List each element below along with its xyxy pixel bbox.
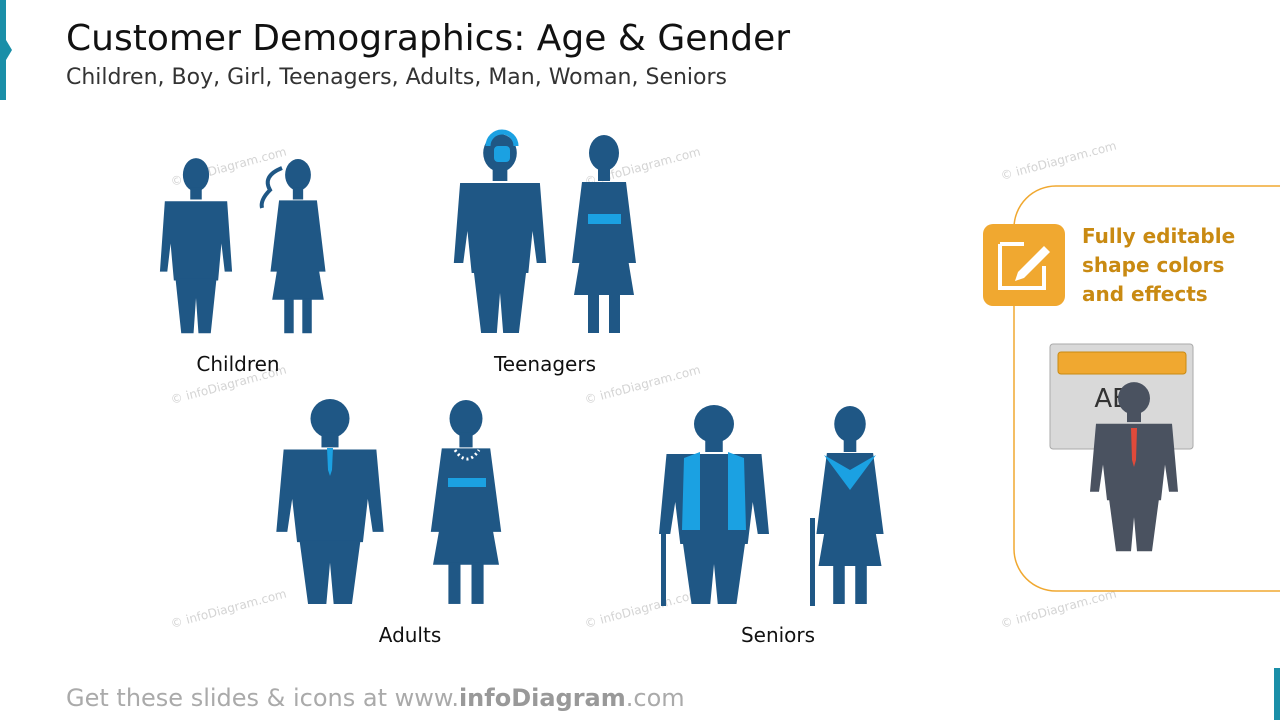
vest <box>682 452 746 530</box>
group-label: Adults <box>379 623 442 647</box>
scarf <box>824 455 876 490</box>
woman-icon <box>430 400 502 604</box>
subtitle: Children, Boy, Girl, Teenagers, Adults, … <box>66 65 727 90</box>
edit-icon-pencil <box>1015 246 1050 281</box>
accent-bar <box>1274 668 1280 720</box>
edit-icon-box <box>998 242 1046 290</box>
tie <box>1131 428 1137 467</box>
accent-arrow <box>6 40 12 60</box>
footer: Get these slides & icons at www.infoDiag… <box>66 684 685 712</box>
cane <box>661 528 666 606</box>
callout-text: and effects <box>1082 282 1208 306</box>
watermark: © infoDiagram.com <box>169 586 288 630</box>
belt <box>448 478 486 487</box>
title: Customer Demographics: Age & Gender <box>66 18 790 59</box>
group-label: Seniors <box>741 623 815 647</box>
watermark: © infoDiagram.com <box>583 362 702 406</box>
necklace <box>453 449 481 461</box>
cane <box>810 518 815 606</box>
footer-suffix: .com <box>626 684 685 712</box>
teen-boy-icon <box>453 134 547 333</box>
group-label: Children <box>196 352 279 376</box>
callout-text: Fully editable <box>1082 224 1235 248</box>
headphones <box>485 129 519 147</box>
callout-text: shape colors <box>1082 253 1224 277</box>
watermark: © infoDiagram.com <box>999 138 1118 182</box>
girl-icon <box>270 159 326 334</box>
belt <box>588 214 621 224</box>
figures <box>159 129 884 606</box>
tie <box>327 448 333 476</box>
senior-woman-icon <box>816 406 884 604</box>
footer-prefix: Get these slides & icons at www. <box>66 684 459 712</box>
headphones <box>494 146 510 162</box>
watermark: © infoDiagram.com <box>583 586 702 630</box>
senior-man-icon <box>659 405 769 604</box>
edit-icon <box>983 224 1065 306</box>
sample-bar <box>1057 351 1187 375</box>
callout-frame <box>1013 185 1280 592</box>
footer-brand: infoDiagram <box>459 684 626 712</box>
braid <box>259 166 283 209</box>
accent-bar <box>0 0 6 100</box>
man-icon <box>276 398 384 604</box>
watermark: © infoDiagram.com <box>999 586 1118 630</box>
group-label: Teenagers <box>493 352 596 376</box>
